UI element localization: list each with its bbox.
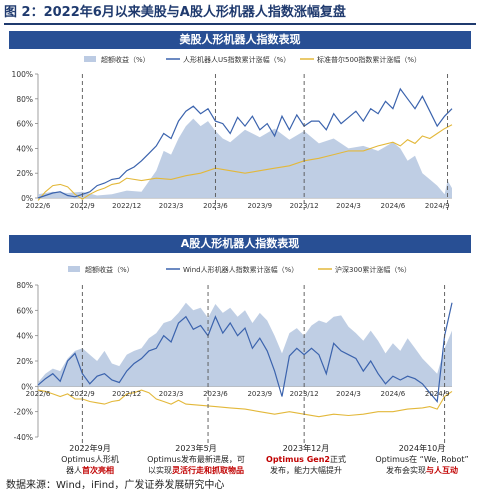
y-tick-label: 20% (16, 169, 33, 178)
x-tick-label: 2023/9 (247, 390, 272, 398)
x-tick-label: 2023/6 (203, 390, 228, 398)
legend-label: 标准普尔500指数累计涨幅（%） (317, 55, 421, 64)
annotation-2023-12: 2023年12月 Optimus Gen2正式 发布，能力大幅提升 (256, 443, 356, 476)
x-tick-label: 2024/9 (425, 390, 450, 398)
legend-label: Wind人形机器人指数累计涨幅（%） (183, 265, 298, 274)
annotation-text-line1: Optimus人形机 (61, 455, 119, 464)
x-tick-label: 2024/6 (381, 202, 406, 210)
x-tick-label: 2024/3 (336, 390, 361, 398)
y-tick-label: 0% (21, 194, 33, 203)
series-excess-area (38, 302, 452, 387)
y-tick-label: 20% (16, 357, 33, 366)
x-tick-label: 2023/6 (203, 202, 228, 210)
data-source: 数据来源：Wind，iFind，广发证券发展研究中心 (6, 480, 225, 491)
annotation-text-line2: 发布，能力大幅提升 (270, 466, 342, 475)
series-excess-area (38, 118, 452, 198)
y-tick-label: 60% (16, 306, 33, 315)
x-tick-label: 2022/12 (112, 202, 141, 210)
x-tick-label: 2024/6 (381, 390, 406, 398)
annotation-date: 2023年5月 (175, 444, 217, 453)
x-tick-label: 2022/6 (26, 202, 51, 210)
annotation-highlight: Optimus Gen2 (266, 455, 330, 464)
legend-swatch-excess (68, 266, 80, 272)
legend-label: 沪深300累计涨幅（%） (335, 265, 411, 274)
chart1-title-band: 美股人形机器人指数表现 (9, 31, 471, 49)
y-tick-label: 0% (21, 382, 33, 391)
x-tick-label: 2023/9 (247, 202, 272, 210)
x-tick-label: 2023/3 (159, 390, 184, 398)
legend-label: 超额收益（%） (101, 55, 150, 64)
legend-label: 超额收益（%） (85, 265, 134, 274)
y-tick-label: 40% (16, 332, 33, 341)
annotation-text-line1: Optimus在 “We, Robot” (375, 455, 469, 464)
series-benchmark-line (37, 389, 453, 418)
figure-title: 图 2：2022年6月以来美股与A股人形机器人指数涨幅复盘 (4, 3, 476, 25)
annotation-2024-10: 2024年10月 Optimus在 “We, Robot” 发布会实现与人互动 (366, 443, 478, 476)
y-tick-label: 40% (16, 144, 33, 153)
annotation-highlight: 与人互动 (426, 466, 458, 475)
chart2-plot: -40% -20% 0% 20% 40% 60% 80% 2022/6 2022/9 2022/1… (14, 265, 453, 447)
x-tick-label: 2022/12 (112, 390, 141, 398)
y-tick-label: 80% (16, 95, 33, 104)
x-tick-label: 2024/9 (425, 202, 450, 210)
annotation-text: 发布会实现 (386, 466, 426, 475)
legend-label: 人形机器人US指数累计涨幅（%） (183, 55, 290, 64)
annotation-date: 2022年9月 (69, 444, 111, 453)
annotation-date: 2024年10月 (398, 444, 446, 453)
chart2-title-band: A股人形机器人指数表现 (9, 235, 471, 253)
y-tick-label: -40% (14, 433, 33, 442)
series-robot-line (37, 302, 453, 403)
y-tick-label: 100% (12, 70, 33, 79)
series-robot-line (37, 87, 453, 199)
y-tick-label: -20% (14, 408, 33, 417)
annotation-2023-5: 2023年5月 Optimus发布最新进展，可 以实现灵活行走和抓取物品 (134, 443, 258, 476)
x-tick-label: 2024/3 (336, 202, 361, 210)
annotation-text: 以实现 (148, 466, 172, 475)
annotation-highlight: 灵活行走和抓取物品 (172, 466, 244, 475)
y-tick-label: 60% (16, 120, 33, 129)
annotation-text-line1: Optimus发布最新进展，可 (147, 455, 245, 464)
y-tick-label: 80% (16, 281, 33, 290)
x-tick-label: 2023/12 (290, 202, 319, 210)
chart1-plot: 0% 20% 40% 60% 80% 100% 2022/6 2022/9 2022/12 202… (12, 55, 453, 210)
annotation-text: 器人 (66, 466, 82, 475)
annotation-text: 正式 (329, 455, 346, 464)
x-tick-label: 2022/9 (70, 202, 95, 210)
annotation-date: 2023年12月 (282, 444, 330, 453)
x-tick-label: 2023/3 (159, 202, 184, 210)
annotation-2022-9: 2022年9月 Optimus人形机 器人首次亮相 (48, 443, 132, 476)
x-tick-label: 2023/12 (290, 390, 319, 398)
legend-swatch-excess (84, 56, 96, 62)
series-benchmark-line (37, 124, 453, 201)
annotation-highlight: 首次亮相 (82, 466, 114, 475)
x-tick-label: 2022/6 (26, 390, 51, 398)
x-tick-label: 2022/9 (70, 390, 95, 398)
